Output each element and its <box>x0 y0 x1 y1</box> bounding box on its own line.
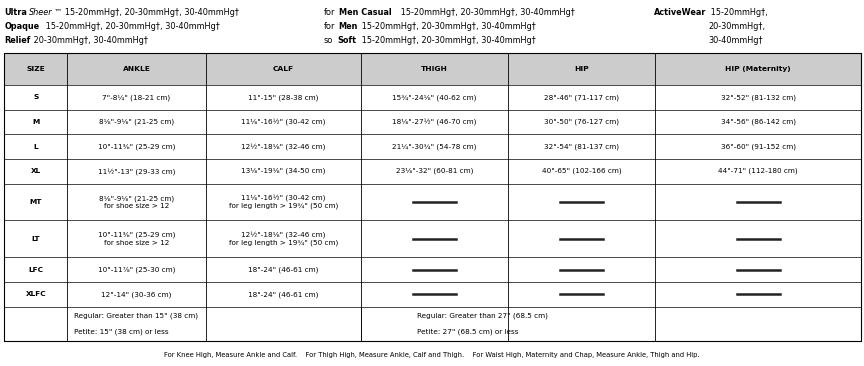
Text: Ultra: Ultra <box>4 8 27 17</box>
Text: 20-30mmHg†, 30-40mmHg†: 20-30mmHg†, 30-40mmHg† <box>31 36 148 45</box>
Text: Regular: Greater than 27" (68.5 cm): Regular: Greater than 27" (68.5 cm) <box>417 313 548 319</box>
Text: 15-20mmHg†, 20-30mmHg†, 30-40mmHg†: 15-20mmHg†, 20-30mmHg†, 30-40mmHg† <box>359 22 536 31</box>
Text: 10"-11⅞" (25-30 cm): 10"-11⅞" (25-30 cm) <box>98 266 175 273</box>
Text: ActiveWear: ActiveWear <box>654 8 707 17</box>
Text: L: L <box>34 143 38 150</box>
Text: Relief: Relief <box>4 36 31 45</box>
Text: HIP (Maternity): HIP (Maternity) <box>726 66 791 72</box>
Text: THIGH: THIGH <box>421 66 448 72</box>
Text: 18"-24" (46-61 cm): 18"-24" (46-61 cm) <box>248 291 319 298</box>
Text: 10"-11⅜" (25-29 cm): 10"-11⅜" (25-29 cm) <box>98 143 175 150</box>
Bar <box>4 53 861 85</box>
Text: 11"-15" (28-38 cm): 11"-15" (28-38 cm) <box>248 94 319 101</box>
Text: Soft: Soft <box>337 36 356 45</box>
Text: 18⅛"-27½" (46-70 cm): 18⅛"-27½" (46-70 cm) <box>392 119 477 126</box>
Text: 11⅛"-16½" (30-42 cm)
for leg length > 19¾" (50 cm): 11⅛"-16½" (30-42 cm) for leg length > 19… <box>229 195 338 209</box>
Text: 34"-56" (86-142 cm): 34"-56" (86-142 cm) <box>721 119 796 125</box>
Text: 15-20mmHg†, 20-30mmHg†, 30-40mmHg†: 15-20mmHg†, 20-30mmHg†, 30-40mmHg† <box>398 8 575 17</box>
Text: 7"-8¼" (18-21 cm): 7"-8¼" (18-21 cm) <box>103 94 170 101</box>
Text: 15-20mmHg†,: 15-20mmHg†, <box>708 8 768 17</box>
Text: 13⅛"-19⅛" (34-50 cm): 13⅛"-19⅛" (34-50 cm) <box>241 168 326 175</box>
Text: 20-30mmHg†,: 20-30mmHg†, <box>708 22 766 31</box>
Text: for: for <box>324 22 335 31</box>
Text: Men Casual: Men Casual <box>339 8 391 17</box>
Text: Opaque: Opaque <box>4 22 40 31</box>
Text: CALF: CALF <box>273 66 294 72</box>
Text: XLFC: XLFC <box>26 291 46 297</box>
Text: For Knee High, Measure Ankle and Calf.    For Thigh High, Measure Ankle, Calf an: For Knee High, Measure Ankle and Calf. F… <box>164 352 700 358</box>
Text: 12"-14" (30-36 cm): 12"-14" (30-36 cm) <box>101 291 172 298</box>
Text: LFC: LFC <box>29 267 43 273</box>
Text: 32"-52" (81-132 cm): 32"-52" (81-132 cm) <box>721 94 796 101</box>
Text: so: so <box>324 36 334 45</box>
Text: Petite: 27" (68.5 cm) or less: Petite: 27" (68.5 cm) or less <box>417 329 518 335</box>
Text: 11⅛"-16½" (30-42 cm): 11⅛"-16½" (30-42 cm) <box>241 119 326 126</box>
Text: 15¾"-24⅛" (40-62 cm): 15¾"-24⅛" (40-62 cm) <box>392 94 477 101</box>
Text: 36"-60" (91-152 cm): 36"-60" (91-152 cm) <box>721 143 796 150</box>
Text: Regular: Greater than 15" (38 cm): Regular: Greater than 15" (38 cm) <box>74 313 199 319</box>
Bar <box>4 53 861 341</box>
Text: 23⅛"-32" (60-81 cm): 23⅛"-32" (60-81 cm) <box>396 168 473 175</box>
Text: 8⅛"-9⅛" (21-25 cm): 8⅛"-9⅛" (21-25 cm) <box>99 119 174 125</box>
Text: Petite: 15" (38 cm) or less: Petite: 15" (38 cm) or less <box>74 329 169 335</box>
Text: for: for <box>324 8 335 17</box>
Text: 12½"-18⅛" (32-46 cm): 12½"-18⅛" (32-46 cm) <box>241 143 326 150</box>
Text: 44"-71" (112-180 cm): 44"-71" (112-180 cm) <box>718 168 798 175</box>
Text: 30-40mmHg†: 30-40mmHg† <box>708 36 763 45</box>
Text: Sheer: Sheer <box>29 8 52 17</box>
Text: S: S <box>33 94 39 100</box>
Text: ANKLE: ANKLE <box>123 66 150 72</box>
Text: 15-20mmHg†, 20-30mmHg†, 30-40mmHg†: 15-20mmHg†, 20-30mmHg†, 30-40mmHg† <box>359 36 537 45</box>
Text: ™ 15-20mmHg†, 20-30mmHg†, 30-40mmHg†: ™ 15-20mmHg†, 20-30mmHg†, 30-40mmHg† <box>54 8 239 17</box>
Text: 30"-50" (76-127 cm): 30"-50" (76-127 cm) <box>544 119 619 125</box>
Text: SIZE: SIZE <box>27 66 45 72</box>
Text: 40"-65" (102-166 cm): 40"-65" (102-166 cm) <box>542 168 621 175</box>
Text: 11½"-13" (29-33 cm): 11½"-13" (29-33 cm) <box>98 168 175 175</box>
Text: 32"-54" (81-137 cm): 32"-54" (81-137 cm) <box>544 143 619 150</box>
Text: 8⅛"-9⅛" (21-25 cm)
for shoe size > 12: 8⅛"-9⅛" (21-25 cm) for shoe size > 12 <box>99 195 174 209</box>
Text: Men: Men <box>339 22 358 31</box>
Text: 21¼"-30¾" (54-78 cm): 21¼"-30¾" (54-78 cm) <box>392 143 477 150</box>
Text: 15-20mmHg†, 20-30mmHg†, 30-40mmHg†: 15-20mmHg†, 20-30mmHg†, 30-40mmHg† <box>43 22 220 31</box>
Text: 12½"-18⅛" (32-46 cm)
for leg length > 19¾" (50 cm): 12½"-18⅛" (32-46 cm) for leg length > 19… <box>229 232 338 246</box>
Text: MT: MT <box>29 199 42 205</box>
Text: M: M <box>32 119 40 125</box>
Text: HIP: HIP <box>575 66 588 72</box>
Text: 10"-11⅜" (25-29 cm)
for shoe size > 12: 10"-11⅜" (25-29 cm) for shoe size > 12 <box>98 232 175 246</box>
Text: 18"-24" (46-61 cm): 18"-24" (46-61 cm) <box>248 266 319 273</box>
Text: LT: LT <box>32 236 40 242</box>
Text: XL: XL <box>31 168 41 174</box>
Text: 28"-46" (71-117 cm): 28"-46" (71-117 cm) <box>544 94 619 101</box>
